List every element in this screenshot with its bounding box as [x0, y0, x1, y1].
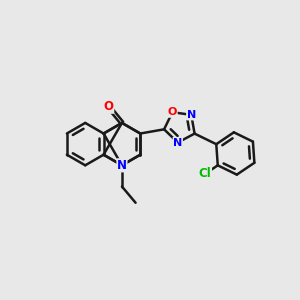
Text: N: N — [173, 137, 182, 148]
Text: O: O — [168, 107, 177, 117]
Text: N: N — [117, 159, 127, 172]
Text: O: O — [104, 100, 114, 113]
Text: N: N — [187, 110, 196, 120]
Text: Cl: Cl — [199, 167, 212, 180]
